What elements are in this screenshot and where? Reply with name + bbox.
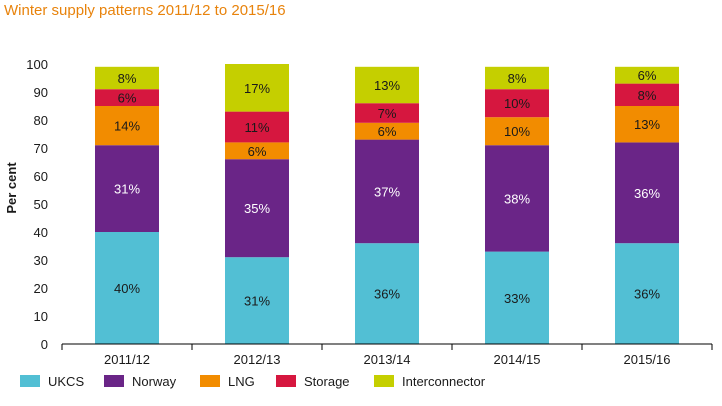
x-tick-label: 2012/13 (234, 352, 281, 367)
bar-segment-storage (485, 89, 549, 118)
data-label-lng: 14% (114, 119, 140, 134)
legend-label-norway: Norway (132, 374, 177, 389)
bar-segment-interconnector (95, 66, 159, 90)
x-tick-label: 2013/14 (364, 352, 411, 367)
data-label-norway: 38% (504, 191, 530, 206)
y-tick-label: 100 (26, 57, 48, 72)
data-label-interconnector: 8% (118, 71, 137, 86)
x-tick-label: 2014/15 (494, 352, 541, 367)
data-label-lng: 6% (248, 144, 267, 159)
bar-segment-norway (225, 159, 289, 258)
y-tick-label: 0 (41, 337, 48, 352)
y-tick-label: 70 (34, 141, 48, 156)
y-tick-label: 80 (34, 113, 48, 128)
x-tick-label: 2015/16 (624, 352, 671, 367)
bar-segment-ukcs (225, 257, 289, 344)
data-label-norway: 36% (634, 186, 660, 201)
bars-group: 40% 31% 14% 6% 8% 31% 35% 6% 11% 17% 36% 37% 6% 7% 13%… (95, 64, 679, 344)
legend-label-storage: Storage (304, 374, 350, 389)
bar-segment-lng (485, 117, 549, 146)
data-label-storage: 8% (638, 88, 657, 103)
legend-label-ukcs: UKCS (48, 374, 84, 389)
bar-segment-lng (95, 106, 159, 146)
bar-segment-interconnector (355, 66, 419, 104)
data-label-norway: 35% (244, 201, 270, 216)
x-axis: 2011/12 2012/13 2013/14 2014/15 2015/16 (61, 343, 713, 367)
data-label-norway: 31% (114, 182, 140, 197)
legend: UKCS Norway LNG Storage Interconnector (20, 374, 486, 389)
bar-segment-ukcs (485, 251, 549, 344)
bar-segment-ukcs (355, 243, 419, 344)
data-label-ukcs: 33% (504, 291, 530, 306)
bar-segment-storage (615, 83, 679, 106)
y-tick-label: 40 (34, 225, 48, 240)
data-label-storage: 10% (504, 96, 530, 111)
legend-label-lng: LNG (228, 374, 255, 389)
bar-segment-norway (485, 145, 549, 252)
data-label-ukcs: 31% (244, 294, 270, 309)
bar-segment-interconnector (485, 66, 549, 90)
bar-segment-storage (225, 111, 289, 143)
data-label-ukcs: 40% (114, 281, 140, 296)
data-label-norway: 37% (374, 184, 400, 199)
bar-segment-interconnector (225, 64, 289, 112)
legend-swatch-storage (276, 375, 296, 387)
x-tick-label: 2011/12 (104, 352, 150, 367)
bar-segment-lng (355, 122, 419, 140)
data-label-interconnector: 6% (638, 68, 657, 83)
y-tick-label: 90 (34, 85, 48, 100)
bar-segment-interconnector (615, 66, 679, 84)
data-label-ukcs: 36% (374, 287, 400, 302)
bar-segment-norway (355, 139, 419, 244)
chart-title: Winter supply patterns 2011/12 to 2015/1… (4, 2, 286, 19)
bar-segment-norway (95, 145, 159, 232)
bar-segment-norway (615, 142, 679, 244)
legend-label-interconnector: Interconnector (402, 374, 486, 389)
data-label-lng: 13% (634, 117, 660, 132)
bar-segment-storage (355, 103, 419, 123)
y-tick-label: 30 (34, 253, 48, 268)
data-label-ukcs: 36% (634, 287, 660, 302)
y-tick-label: 20 (34, 281, 48, 296)
data-label-interconnector: 13% (374, 78, 400, 93)
data-label-lng: 10% (504, 124, 530, 139)
bar-segment-storage (95, 89, 159, 106)
y-tick-label: 10 (34, 309, 48, 324)
legend-swatch-lng (200, 375, 220, 387)
y-axis-ticks: 0 10 20 30 40 50 60 70 80 90 100 (26, 57, 48, 352)
data-label-interconnector: 17% (244, 81, 270, 96)
y-tick-label: 50 (34, 197, 48, 212)
legend-swatch-ukcs (20, 375, 40, 387)
data-label-interconnector: 8% (508, 71, 527, 86)
y-tick-label: 60 (34, 169, 48, 184)
data-label-storage: 7% (378, 106, 397, 121)
bar-segment-ukcs (615, 243, 679, 344)
legend-swatch-norway (104, 375, 124, 387)
bar-segment-lng (615, 106, 679, 143)
y-axis-title: Per cent (4, 162, 19, 214)
bar-segment-ukcs (95, 232, 159, 344)
bar-segment-lng (225, 142, 289, 160)
data-label-storage: 6% (118, 91, 137, 106)
data-label-storage: 11% (244, 120, 269, 135)
legend-swatch-interconnector (374, 375, 394, 387)
data-label-lng: 6% (378, 124, 397, 139)
